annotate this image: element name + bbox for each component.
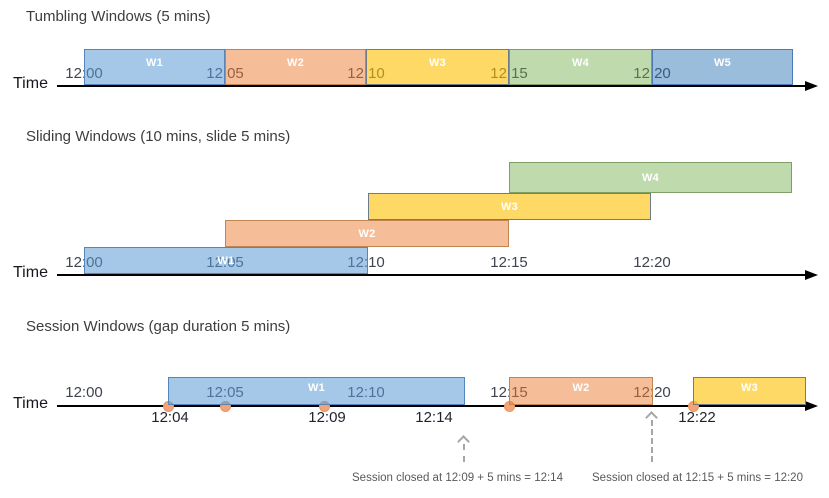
session-callout: Session closed at 12:15 + 5 mins = 12:20: [592, 472, 803, 484]
window-label: W2: [358, 227, 376, 240]
window-label: W1: [217, 254, 235, 267]
time-axis: [57, 274, 806, 276]
window-label: W1: [145, 57, 164, 69]
window-box-sliding-w2: W2: [225, 220, 509, 247]
tick-label: 12:15: [490, 254, 528, 271]
window-box-tumbling-w2: W2: [225, 49, 366, 85]
window-box-session-w2: W2: [509, 377, 653, 405]
event-time-label: 12:22: [678, 409, 716, 426]
window-box-tumbling-w3: W3: [366, 49, 509, 85]
window-label: W1: [307, 382, 326, 394]
event-time-label: 12:09: [308, 409, 346, 426]
window-box-session-w3: W3: [693, 377, 806, 405]
window-box-sliding-w1: W1: [84, 247, 368, 274]
window-label: W2: [572, 382, 590, 394]
window-label: W4: [641, 171, 660, 184]
window-box-tumbling-w4: W4: [509, 49, 652, 85]
callout-arrow-stem: [463, 444, 465, 462]
event-time-label: 12:14: [415, 409, 453, 426]
axis-arrowhead-icon: [805, 81, 818, 91]
tick-label: 12:20: [633, 254, 671, 271]
section-title-tumbling: Tumbling Windows (5 mins): [26, 8, 211, 25]
section-title-sliding: Sliding Windows (10 mins, slide 5 mins): [26, 128, 291, 145]
window-label: W5: [713, 57, 732, 69]
window-box-tumbling-w1: W1: [84, 49, 225, 85]
time-axis: [57, 405, 806, 407]
event-time-label: 12:04: [151, 409, 189, 426]
time-axis-label: Time: [13, 264, 48, 281]
time-axis-label: Time: [13, 75, 48, 92]
window-label: W4: [571, 57, 590, 69]
section-title-session: Session Windows (gap duration 5 mins): [26, 318, 291, 335]
window-label: W3: [428, 57, 447, 69]
window-box-tumbling-w5: W5: [652, 49, 793, 85]
window-box-sliding-w4: W4: [509, 162, 792, 193]
window-box-session-w1: W1: [168, 377, 465, 405]
axis-arrowhead-icon: [805, 401, 818, 411]
session-callout: Session closed at 12:09 + 5 mins = 12:14: [352, 472, 563, 484]
window-label: W2: [286, 57, 305, 69]
window-label: W3: [500, 200, 519, 213]
time-axis: [57, 85, 806, 87]
tick-label: 12:00: [65, 384, 103, 401]
window-box-sliding-w3: W3: [368, 193, 651, 220]
callout-arrow-stem: [651, 420, 653, 462]
axis-arrowhead-icon: [805, 270, 818, 280]
time-axis-label: Time: [13, 395, 48, 412]
window-label: W3: [740, 382, 759, 394]
